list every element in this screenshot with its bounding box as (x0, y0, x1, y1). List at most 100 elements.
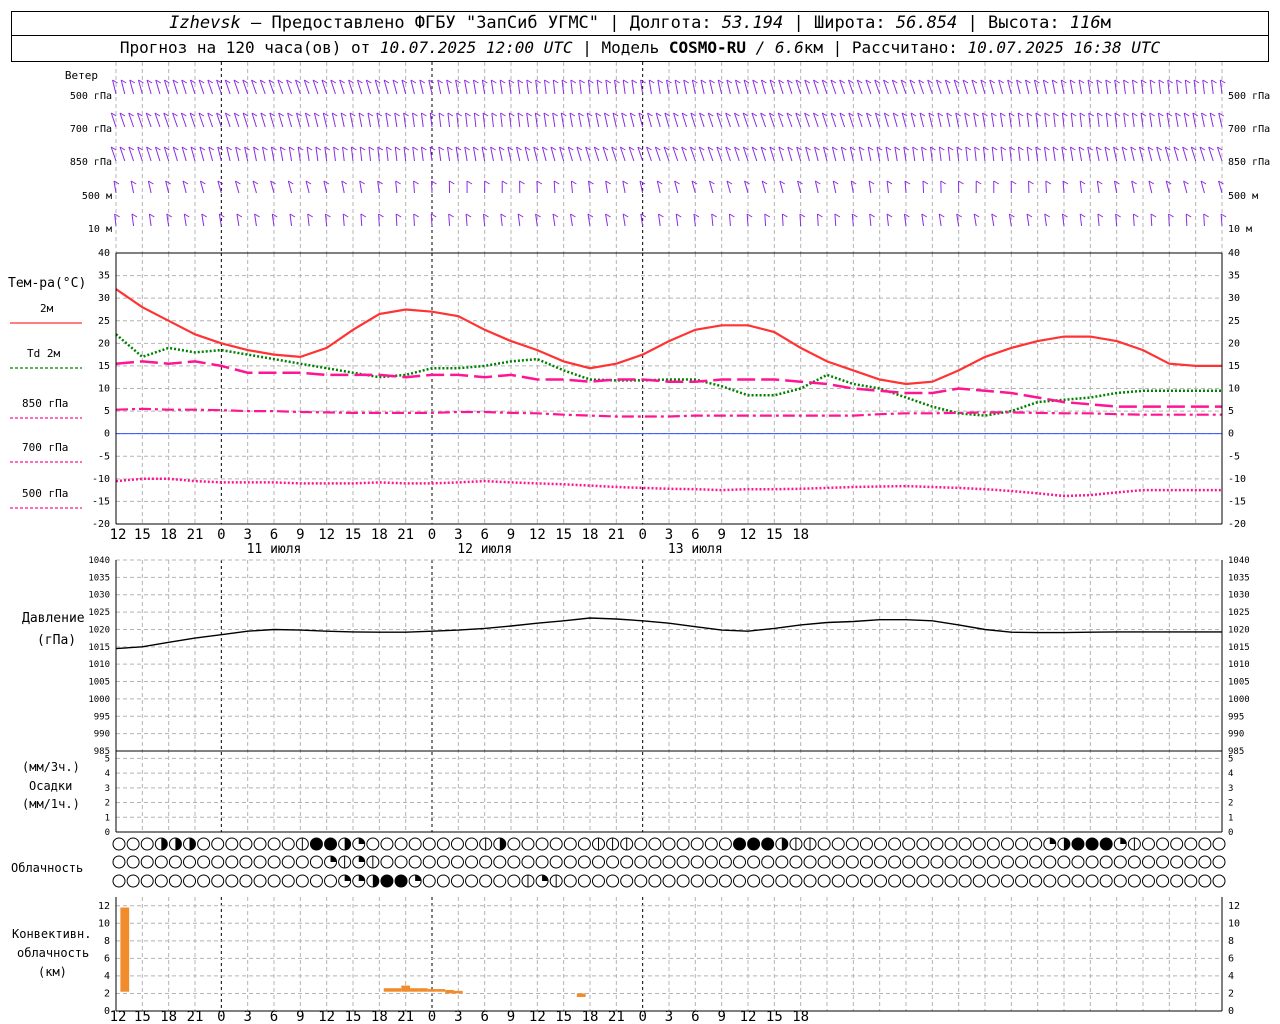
cloud-circle (958, 874, 972, 888)
wind-barb-flag (568, 146, 574, 151)
wind-barb-flag (1009, 146, 1015, 151)
wind-barb-shaft (874, 112, 881, 128)
wind-barb-shaft (1096, 180, 1100, 194)
wind-barb (383, 79, 390, 95)
cloud-circle (634, 874, 648, 888)
wind-barb-flag (377, 146, 384, 151)
wind-barb-shaft (937, 112, 942, 128)
wind-barb-shaft (403, 146, 407, 162)
wind-barb-shaft (857, 112, 863, 128)
cloud-symbol (845, 855, 859, 869)
wind-barb (725, 112, 731, 128)
wind-barb-shaft (1026, 213, 1030, 227)
cloud-circle (888, 874, 902, 888)
wind-barb (163, 79, 170, 95)
wind-barb (1070, 112, 1077, 128)
wind-barb-shaft (447, 112, 451, 128)
precip-ytick-right: 2 (1228, 799, 1233, 809)
wind-barb-flag (1062, 180, 1069, 185)
wind-barb-flag (726, 79, 733, 84)
wind-barb (830, 79, 837, 95)
cloud-symbol (394, 837, 408, 851)
wind-barb-shaft (955, 112, 960, 128)
wind-barb-flag (190, 79, 196, 84)
wind-barb (892, 112, 899, 128)
wind-barb (1165, 180, 1172, 194)
cloud-circle (620, 874, 634, 888)
wind-barb-flag (817, 213, 823, 218)
cloud-circle (1198, 874, 1212, 888)
wind-barb-flag (131, 213, 138, 218)
temp-ytick-right: -10 (1228, 474, 1246, 485)
wind-barb (769, 146, 776, 162)
cloud-circle (775, 874, 789, 888)
wind-barb-flag (594, 146, 600, 151)
wind-barb-flag (743, 146, 749, 151)
cloud-symbol (225, 855, 239, 869)
wind-barb (472, 146, 479, 162)
wind-barb-shaft (989, 79, 995, 95)
wind-barb-flag (1062, 112, 1068, 117)
wind-barb-flag (536, 180, 543, 185)
cloud-circle (958, 837, 972, 851)
wind-barb-flag (971, 79, 978, 84)
wind-barb-shaft (691, 79, 696, 95)
wind-barb (628, 146, 635, 162)
wind-barb-shaft (998, 79, 1004, 95)
wind-barb-shaft (287, 180, 293, 194)
temp-series-700 гПа (115, 407, 1222, 418)
wind-barb-shaft (752, 79, 758, 95)
cloud-circle (535, 855, 549, 869)
cloud-circle (295, 874, 309, 888)
wind-barb (901, 112, 908, 128)
cloud-circle (267, 855, 281, 869)
cloud-symbol (859, 874, 873, 888)
cloud-circle (662, 837, 676, 851)
pressure-ytick: 1000 (88, 695, 110, 705)
conv-ytick-right: 8 (1228, 936, 1234, 947)
wind-barb-shaft (172, 79, 178, 95)
wind-barb-flag (217, 180, 224, 185)
cloud-circle (944, 874, 958, 888)
wind-barb-shaft (621, 112, 626, 128)
wind-barb-shaft (236, 213, 240, 227)
wind-barb-shaft (128, 112, 135, 128)
wind-barb-flag (252, 180, 259, 185)
cloud-half (781, 838, 788, 850)
wind-barb-flag (1168, 213, 1174, 218)
cloud-symbol (140, 855, 154, 869)
cloud-symbol (465, 855, 479, 869)
wind-barb-shaft (640, 213, 644, 227)
altitude-unit: м (1100, 13, 1111, 33)
wind-barb-flag (832, 180, 839, 185)
wind-barb-flag (1150, 213, 1157, 218)
wind-barb-flag (989, 79, 996, 84)
wind-barb (1156, 146, 1162, 162)
wind-barb-flag (1009, 112, 1015, 117)
temp-ytick-right: -20 (1228, 519, 1246, 530)
wind-barb-shaft (287, 112, 293, 128)
wind-barb (1079, 180, 1086, 194)
wind-barb-shaft (163, 146, 170, 162)
wind-barb (1028, 180, 1034, 194)
cloud-circle (733, 874, 747, 888)
cloud-half (372, 875, 379, 887)
wind-barb-shaft (850, 180, 854, 194)
wind-barb-flag (1158, 112, 1164, 117)
wind-barb-shaft (622, 79, 626, 95)
cloud-quarter (542, 875, 549, 881)
wind-barb-shaft (154, 146, 161, 162)
wind-barb-flag (508, 79, 515, 84)
wind-barb-shaft (587, 213, 591, 227)
wind-barb-shaft (172, 112, 178, 128)
cloud-circle (577, 874, 591, 888)
wind-barb (1051, 79, 1058, 95)
cloud-symbol (648, 855, 662, 869)
wind-barb-shaft (804, 112, 810, 128)
wind-barb-flag (1079, 112, 1086, 117)
wind-barb (498, 146, 505, 162)
wind-barb (638, 112, 645, 128)
wind-barb (508, 112, 515, 128)
wind-barb-flag (848, 112, 855, 117)
wind-barb-shaft (420, 146, 424, 162)
